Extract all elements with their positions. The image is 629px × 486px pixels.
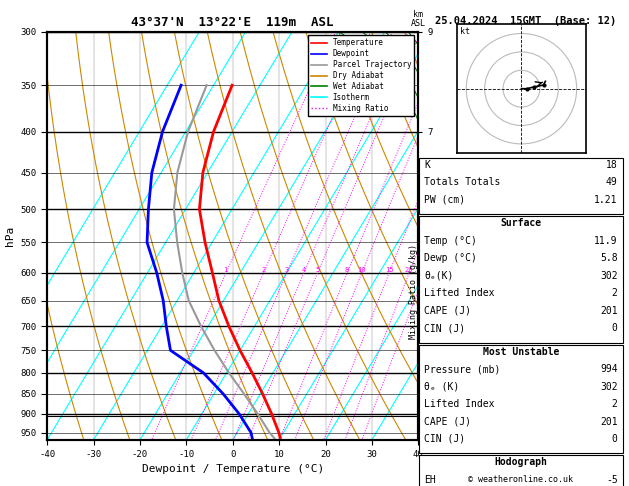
Text: Lifted Index: Lifted Index <box>424 399 494 409</box>
Text: Lifted Index: Lifted Index <box>424 288 494 298</box>
Text: EH: EH <box>424 475 436 485</box>
Text: 5: 5 <box>315 267 320 274</box>
Text: 1: 1 <box>223 267 228 274</box>
Text: kt: kt <box>460 27 470 36</box>
Text: km
ASL: km ASL <box>411 10 426 28</box>
Text: 201: 201 <box>600 417 618 427</box>
Text: Surface: Surface <box>500 218 542 228</box>
Text: 201: 201 <box>600 306 618 316</box>
Text: Dewp (°C): Dewp (°C) <box>424 253 477 263</box>
Text: 2: 2 <box>261 267 265 274</box>
Text: CAPE (J): CAPE (J) <box>424 417 471 427</box>
Text: CAPE (J): CAPE (J) <box>424 306 471 316</box>
Text: -5: -5 <box>606 475 618 485</box>
Text: 0: 0 <box>612 434 618 444</box>
Text: CIN (J): CIN (J) <box>424 434 465 444</box>
Text: 49: 49 <box>606 177 618 188</box>
Text: CIN (J): CIN (J) <box>424 323 465 333</box>
Text: PW (cm): PW (cm) <box>424 195 465 205</box>
Text: K: K <box>424 160 430 170</box>
Text: Temp (°C): Temp (°C) <box>424 236 477 246</box>
Text: 20: 20 <box>404 267 413 274</box>
Text: 10: 10 <box>357 267 366 274</box>
Text: θₑ(K): θₑ(K) <box>424 271 454 281</box>
Y-axis label: hPa: hPa <box>5 226 15 246</box>
Text: Most Unstable: Most Unstable <box>482 347 559 357</box>
Text: 0: 0 <box>612 323 618 333</box>
Text: 8: 8 <box>345 267 349 274</box>
Legend: Temperature, Dewpoint, Parcel Trajectory, Dry Adiabat, Wet Adiabat, Isotherm, Mi: Temperature, Dewpoint, Parcel Trajectory… <box>308 35 415 116</box>
Text: 18: 18 <box>606 160 618 170</box>
Text: 302: 302 <box>600 271 618 281</box>
Text: 302: 302 <box>600 382 618 392</box>
Text: 3: 3 <box>284 267 289 274</box>
Text: 15: 15 <box>385 267 393 274</box>
Text: 994: 994 <box>600 364 618 374</box>
Text: Pressure (mb): Pressure (mb) <box>424 364 500 374</box>
X-axis label: Dewpoint / Temperature (°C): Dewpoint / Temperature (°C) <box>142 464 324 474</box>
Text: Totals Totals: Totals Totals <box>424 177 500 188</box>
Text: Mixing Ratio (g/kg): Mixing Ratio (g/kg) <box>409 244 418 339</box>
Text: θₑ (K): θₑ (K) <box>424 382 459 392</box>
Text: 43°37'N  13°22'E  119m  ASL: 43°37'N 13°22'E 119m ASL <box>131 16 334 29</box>
Text: 2: 2 <box>612 399 618 409</box>
Text: LCL: LCL <box>426 411 441 420</box>
Text: 1.21: 1.21 <box>594 195 618 205</box>
Text: 4: 4 <box>301 267 306 274</box>
Text: 2: 2 <box>612 288 618 298</box>
Text: © weatheronline.co.uk: © weatheronline.co.uk <box>469 474 573 484</box>
Text: 5.8: 5.8 <box>600 253 618 263</box>
Text: 25.04.2024  15GMT  (Base: 12): 25.04.2024 15GMT (Base: 12) <box>435 16 616 26</box>
Text: 11.9: 11.9 <box>594 236 618 246</box>
Text: Hodograph: Hodograph <box>494 457 547 468</box>
